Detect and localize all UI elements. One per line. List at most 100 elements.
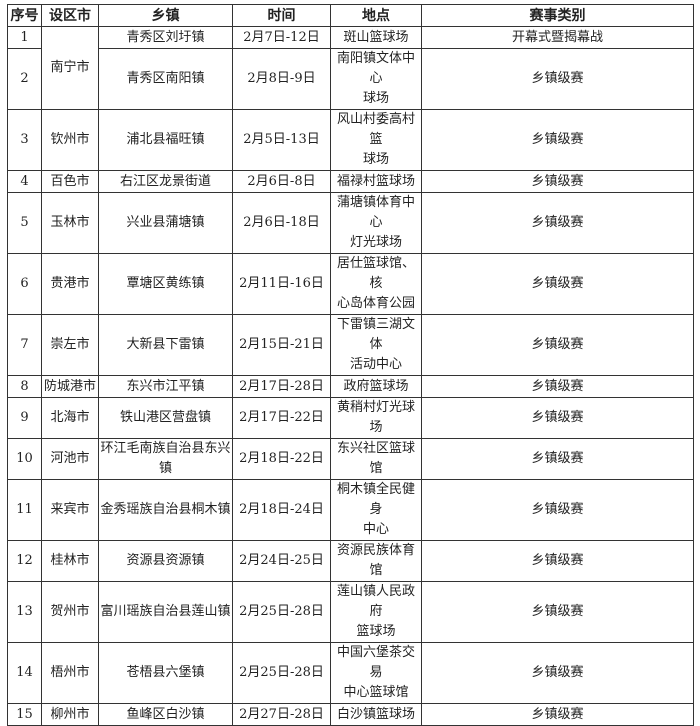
cell-type: 乡镇级赛 bbox=[421, 397, 694, 439]
table-row: 12 桂林市 资源县资源镇 2月24日-25日 资源民族体育馆 乡镇级赛 bbox=[7, 540, 694, 582]
cell-time: 2月6日-18日 bbox=[232, 192, 331, 254]
table-row: 2 青秀区南阳镇 2月8日-9日 南阳镇文体中心 球场 乡镇级赛 bbox=[7, 48, 694, 110]
table-row: 5 玉林市 兴业县蒲塘镇 2月6日-18日 蒲塘镇体育中心 灯光球场 乡镇级赛 bbox=[7, 192, 694, 254]
cell-city: 贺州市 bbox=[41, 581, 99, 643]
cell-no: 10 bbox=[7, 438, 42, 480]
cell-no: 4 bbox=[7, 170, 42, 193]
cell-city: 梧州市 bbox=[41, 642, 99, 704]
cell-place: 政府篮球场 bbox=[330, 375, 422, 398]
cell-place: 黄稍村灯光球场 bbox=[330, 397, 422, 439]
cell-no: 12 bbox=[7, 540, 42, 582]
table-row: 15 柳州市 鱼峰区白沙镇 2月27日-28日 白沙镇篮球场 乡镇级赛 bbox=[7, 703, 694, 726]
cell-place: 资源民族体育馆 bbox=[330, 540, 422, 582]
cell-time: 2月25日-28日 bbox=[232, 581, 331, 643]
cell-city: 崇左市 bbox=[41, 314, 99, 376]
cell-town: 青秀区刘圩镇 bbox=[98, 26, 233, 49]
column-header: 序号 bbox=[7, 4, 42, 27]
cell-town: 金秀瑶族自治县桐木镇 bbox=[98, 479, 233, 541]
cell-no: 15 bbox=[7, 703, 42, 726]
cell-no: 6 bbox=[7, 253, 42, 315]
cell-place: 东兴社区篮球馆 bbox=[330, 438, 422, 480]
column-header: 地点 bbox=[330, 4, 422, 27]
cell-type: 乡镇级赛 bbox=[421, 642, 694, 704]
cell-city: 百色市 bbox=[41, 170, 99, 193]
cell-city: 来宾市 bbox=[41, 479, 99, 541]
cell-place: 莲山镇人民政府 篮球场 bbox=[330, 581, 422, 643]
cell-no: 2 bbox=[7, 48, 42, 110]
cell-city: 河池市 bbox=[41, 438, 99, 480]
cell-place: 斑山篮球场 bbox=[330, 26, 422, 49]
cell-city: 柳州市 bbox=[41, 703, 99, 726]
cell-type: 乡镇级赛 bbox=[421, 109, 694, 171]
cell-no: 8 bbox=[7, 375, 42, 398]
cell-type: 乡镇级赛 bbox=[421, 253, 694, 315]
cell-town: 浦北县福旺镇 bbox=[98, 109, 233, 171]
column-header: 乡镇 bbox=[98, 4, 233, 27]
cell-type: 乡镇级赛 bbox=[421, 170, 694, 193]
column-header: 时间 bbox=[232, 4, 331, 27]
cell-place: 桐木镇全民健身 中心 bbox=[330, 479, 422, 541]
cell-time: 2月27日-28日 bbox=[232, 703, 331, 726]
cell-town: 右江区龙景街道 bbox=[98, 170, 233, 193]
cell-city: 北海市 bbox=[41, 397, 99, 439]
cell-type: 乡镇级赛 bbox=[421, 314, 694, 376]
cell-city: 桂林市 bbox=[41, 540, 99, 582]
table-row: 14 梧州市 苍梧县六堡镇 2月25日-28日 中国六堡茶交易 中心篮球馆 乡镇级赛 bbox=[7, 642, 694, 704]
cell-city: 玉林市 bbox=[41, 192, 99, 254]
cell-time: 2月17日-28日 bbox=[232, 375, 331, 398]
cell-no: 9 bbox=[7, 397, 42, 439]
table-row: 13 贺州市 富川瑶族自治县莲山镇 2月25日-28日 莲山镇人民政府 篮球场 乡镇级赛 bbox=[7, 581, 694, 643]
cell-no: 1 bbox=[7, 26, 42, 49]
cell-place: 福禄村篮球场 bbox=[330, 170, 422, 193]
table-row: 3 钦州市 浦北县福旺镇 2月5日-13日 风山村委高村篮 球场 乡镇级赛 bbox=[7, 109, 694, 171]
cell-time: 2月11日-16日 bbox=[232, 253, 331, 315]
cell-no: 13 bbox=[7, 581, 42, 643]
cell-time: 2月15日-21日 bbox=[232, 314, 331, 376]
cell-time: 2月24日-25日 bbox=[232, 540, 331, 582]
table-row: 9 北海市 铁山港区营盘镇 2月17日-22日 黄稍村灯光球场 乡镇级赛 bbox=[7, 397, 694, 439]
schedule-table: 序号 设区市 乡镇 时间 地点 赛事类别 1 南宁市 青秀区刘圩镇 2月7日-12日 斑山篮球场开… bbox=[7, 4, 694, 726]
table-row: 7 崇左市 大新县下雷镇 2月15日-21日 下雷镇三湖文体 活动中心 乡镇级赛 bbox=[7, 314, 694, 376]
cell-no: 5 bbox=[7, 192, 42, 254]
cell-town: 资源县资源镇 bbox=[98, 540, 233, 582]
cell-place: 白沙镇篮球场 bbox=[330, 703, 422, 726]
cell-type: 乡镇级赛 bbox=[421, 703, 694, 726]
table-row: 11 来宾市 金秀瑶族自治县桐木镇 2月18日-24日 桐木镇全民健身 中心 乡镇级赛 bbox=[7, 479, 694, 541]
cell-type: 乡镇级赛 bbox=[421, 479, 694, 541]
cell-place: 蒲塘镇体育中心 灯光球场 bbox=[330, 192, 422, 254]
cell-place: 下雷镇三湖文体 活动中心 bbox=[330, 314, 422, 376]
table-row: 1 南宁市 青秀区刘圩镇 2月7日-12日 斑山篮球场 开幕式暨揭幕战 bbox=[7, 26, 694, 110]
table-row: 6 贵港市 覃塘区黄练镇 2月11日-16日 居仕篮球馆、核 心岛体育公园 乡镇级赛 bbox=[7, 253, 694, 315]
column-header: 设区市 bbox=[41, 4, 99, 27]
cell-type: 乡镇级赛 bbox=[421, 375, 694, 398]
cell-no: 7 bbox=[7, 314, 42, 376]
cell-time: 2月7日-12日 bbox=[232, 26, 331, 49]
cell-type: 乡镇级赛 bbox=[421, 192, 694, 254]
cell-time: 2月18日-22日 bbox=[232, 438, 331, 480]
cell-city: 贵港市 bbox=[41, 253, 99, 315]
table-row: 8 防城港市 东兴市江平镇 2月17日-28日 政府篮球场 乡镇级赛 bbox=[7, 375, 694, 398]
cell-town: 大新县下雷镇 bbox=[98, 314, 233, 376]
cell-no: 11 bbox=[7, 479, 42, 541]
cell-city: 南宁市 bbox=[41, 26, 99, 110]
cell-town: 苍梧县六堡镇 bbox=[98, 642, 233, 704]
cell-type: 乡镇级赛 bbox=[421, 540, 694, 582]
cell-town: 环江毛南族自治县东兴镇 bbox=[98, 438, 233, 480]
cell-time: 2月18日-24日 bbox=[232, 479, 331, 541]
cell-town: 东兴市江平镇 bbox=[98, 375, 233, 398]
cell-town: 兴业县蒲塘镇 bbox=[98, 192, 233, 254]
cell-town: 青秀区南阳镇 bbox=[98, 48, 233, 110]
cell-town: 富川瑶族自治县莲山镇 bbox=[98, 581, 233, 643]
column-header: 赛事类别 bbox=[421, 4, 694, 27]
cell-time: 2月8日-9日 bbox=[232, 48, 331, 110]
cell-place: 风山村委高村篮 球场 bbox=[330, 109, 422, 171]
header-row: 序号 设区市 乡镇 时间 地点 赛事类别 bbox=[7, 4, 694, 27]
cell-city: 钦州市 bbox=[41, 109, 99, 171]
cell-time: 2月5日-13日 bbox=[232, 109, 331, 171]
cell-town: 铁山港区营盘镇 bbox=[98, 397, 233, 439]
cell-type: 开幕式暨揭幕战 bbox=[421, 26, 694, 49]
cell-time: 2月25日-28日 bbox=[232, 642, 331, 704]
cell-place: 居仕篮球馆、核 心岛体育公园 bbox=[330, 253, 422, 315]
cell-type: 乡镇级赛 bbox=[421, 48, 694, 110]
table-row: 4 百色市 右江区龙景街道 2月6日-8日 福禄村篮球场 乡镇级赛 bbox=[7, 170, 694, 193]
